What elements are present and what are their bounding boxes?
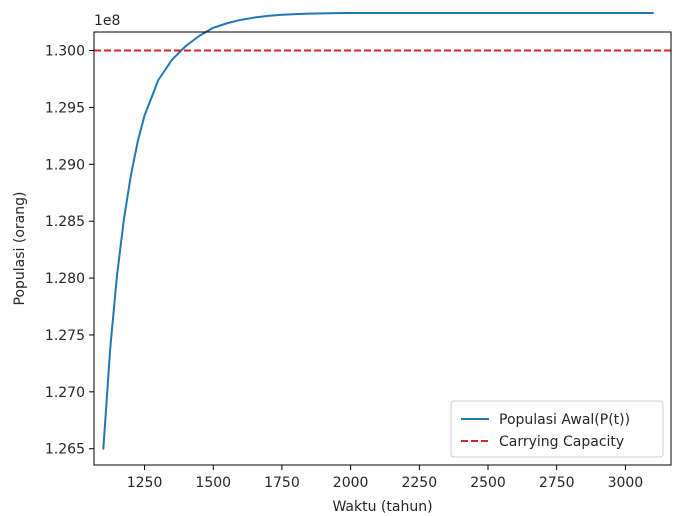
x-tick-label: 1500 [195,475,231,491]
x-tick-label: 2000 [333,475,369,491]
legend-label-carrying-capacity: Carrying Capacity [499,434,624,450]
y-tick-label: 1.270 [45,385,85,401]
series-line-population [102,12,654,450]
x-tick-label: 2500 [470,475,506,491]
legend-box [450,400,664,458]
y-tick-label: 1.265 [45,442,85,458]
x-tick-label: 1250 [127,475,163,491]
y-tick-label: 1.300 [45,44,85,60]
y-tick-label: 1.280 [45,271,85,287]
plot-frame [93,31,672,466]
x-axis-ticks: 1250 1500 1750 2000 2250 2500 2750 3000 [127,465,643,491]
x-tick-label: 2750 [539,475,575,491]
y-tick-label: 1.285 [45,214,85,230]
series-layer [94,12,671,450]
x-tick-label: 2250 [401,475,437,491]
y-tick-label: 1.295 [45,100,85,116]
x-tick-label: 3000 [608,475,644,491]
y-tick-label: 1.275 [45,328,85,344]
legend-label-population: Populasi Awal(P(t)) [499,412,630,428]
x-tick-label: 1750 [264,475,300,491]
y-axis-label: Populasi (orang) [12,192,28,306]
y-tick-label: 1.290 [45,157,85,173]
legend: Populasi Awal(P(t)) Carrying Capacity [450,400,664,458]
x-axis-label: Waktu (tahun) [332,499,432,515]
y-axis-ticks: 1.265 1.270 1.275 1.280 1.285 1.290 1.295 1.300 [45,44,94,458]
y-axis-offset-text: 1e8 [94,13,120,29]
